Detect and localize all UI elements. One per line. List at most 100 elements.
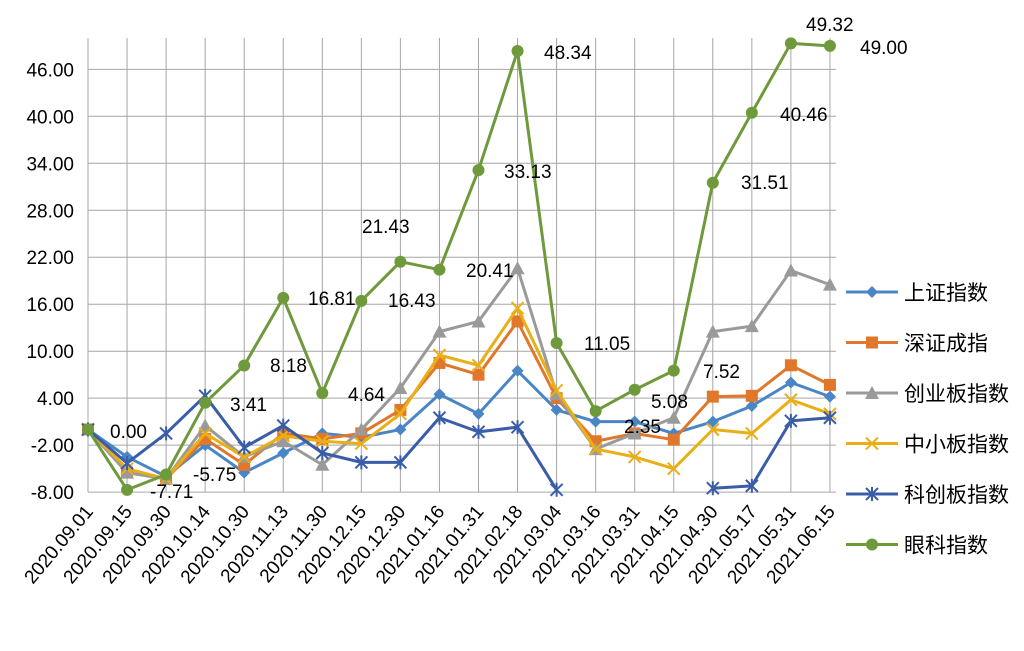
legend-label: 科创板指数 <box>904 483 1009 507</box>
series-group <box>82 37 836 496</box>
data-point <box>354 422 369 436</box>
data-point <box>120 456 134 471</box>
data-point <box>471 358 486 373</box>
legend-label: 中小板指数 <box>904 433 1009 457</box>
data-point <box>394 255 407 268</box>
y-tick-label: 4.00 <box>37 389 74 410</box>
data-point <box>822 277 837 291</box>
y-tick-label: 16.00 <box>26 295 74 316</box>
data-point <box>510 261 525 275</box>
data-point <box>823 390 836 403</box>
data-point <box>433 388 446 401</box>
data-label: 3.41 <box>230 395 267 416</box>
data-label: 20.41 <box>466 261 514 282</box>
data-point <box>866 538 878 551</box>
y-tick-label: -8.00 <box>31 483 74 504</box>
data-label: 33.13 <box>504 162 552 183</box>
data-point <box>550 336 563 349</box>
series-line <box>86 41 831 492</box>
legend-label: 眼科指数 <box>904 534 988 558</box>
data-label: 16.81 <box>308 289 356 310</box>
series-group <box>82 364 836 483</box>
data-point <box>667 433 680 446</box>
data-label: 4.64 <box>348 385 385 406</box>
data-point <box>745 426 759 441</box>
data-label: 49.32 <box>806 15 854 36</box>
data-point <box>471 314 486 328</box>
data-point <box>666 410 681 424</box>
data-point <box>472 368 485 381</box>
data-point <box>237 440 251 455</box>
data-point <box>315 457 330 471</box>
y-axis-tick-labels: -8.00 -2.00 4.00 10.00 16.00 22.00 28.00 34.00 4… <box>26 60 74 504</box>
data-point <box>667 364 680 377</box>
data-point <box>432 348 447 362</box>
data-point <box>315 434 330 448</box>
y-tick-label: 34.00 <box>26 154 74 175</box>
data-point <box>277 291 290 304</box>
series-group <box>81 301 837 486</box>
data-point <box>511 44 524 57</box>
data-point <box>784 376 797 389</box>
data-point <box>394 423 407 436</box>
data-point <box>198 418 213 432</box>
legend-item: 科创板指数 <box>846 483 1009 507</box>
data-point <box>432 410 447 425</box>
data-point <box>823 410 837 425</box>
chart-series <box>81 37 837 497</box>
legend-label: 深证成指 <box>904 332 988 356</box>
data-label: 5.08 <box>651 392 688 413</box>
data-label: 49.00 <box>860 38 908 59</box>
data-point <box>784 393 798 407</box>
data-point <box>159 426 173 441</box>
data-point <box>745 389 758 402</box>
data-label: 21.43 <box>362 217 410 238</box>
data-label: 2.35 <box>624 417 661 438</box>
y-tick-label: 22.00 <box>26 248 74 269</box>
y-tick-label: 28.00 <box>26 201 74 222</box>
series-line <box>712 416 831 490</box>
data-point <box>316 432 329 445</box>
data-point <box>238 359 251 372</box>
data-point <box>549 482 564 497</box>
series-group <box>82 315 836 485</box>
data-point <box>744 319 759 333</box>
data-point <box>627 450 642 464</box>
data-label: 31.51 <box>741 173 789 194</box>
data-label: -7.71 <box>150 482 193 503</box>
data-point <box>865 386 879 399</box>
legend-item: 深证成指 <box>846 332 988 356</box>
data-point <box>354 455 369 470</box>
data-point <box>745 106 758 119</box>
y-tick-label: 46.00 <box>26 60 74 81</box>
data-label: 8.18 <box>270 356 307 377</box>
data-label: -5.75 <box>193 465 236 486</box>
data-label: 40.46 <box>780 105 828 126</box>
data-label: 7.52 <box>703 362 740 383</box>
data-point <box>511 364 524 377</box>
data-label: 11.05 <box>584 334 630 355</box>
data-point <box>315 445 330 460</box>
data-point <box>745 400 758 413</box>
data-point <box>865 487 879 501</box>
data-point <box>589 405 602 418</box>
data-point <box>120 465 135 479</box>
data-point <box>866 336 878 349</box>
data-point <box>549 383 564 398</box>
data-point <box>198 426 212 441</box>
data-point <box>160 468 173 481</box>
data-label: 0.00 <box>110 422 147 443</box>
data-point <box>628 415 641 428</box>
data-point <box>628 383 641 396</box>
data-point <box>393 381 408 395</box>
data-point <box>276 429 290 443</box>
data-point <box>276 434 291 448</box>
y-tick-label: -2.00 <box>31 436 74 457</box>
data-label: 16.43 <box>388 291 436 312</box>
data-point <box>784 37 797 50</box>
data-point <box>393 455 408 470</box>
data-point <box>277 446 290 459</box>
data-point <box>866 286 878 298</box>
series-group <box>81 388 837 497</box>
